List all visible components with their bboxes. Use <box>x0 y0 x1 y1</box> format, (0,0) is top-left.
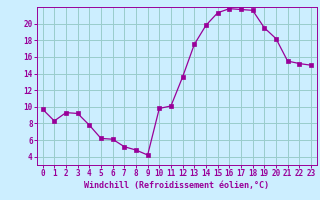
X-axis label: Windchill (Refroidissement éolien,°C): Windchill (Refroidissement éolien,°C) <box>84 181 269 190</box>
